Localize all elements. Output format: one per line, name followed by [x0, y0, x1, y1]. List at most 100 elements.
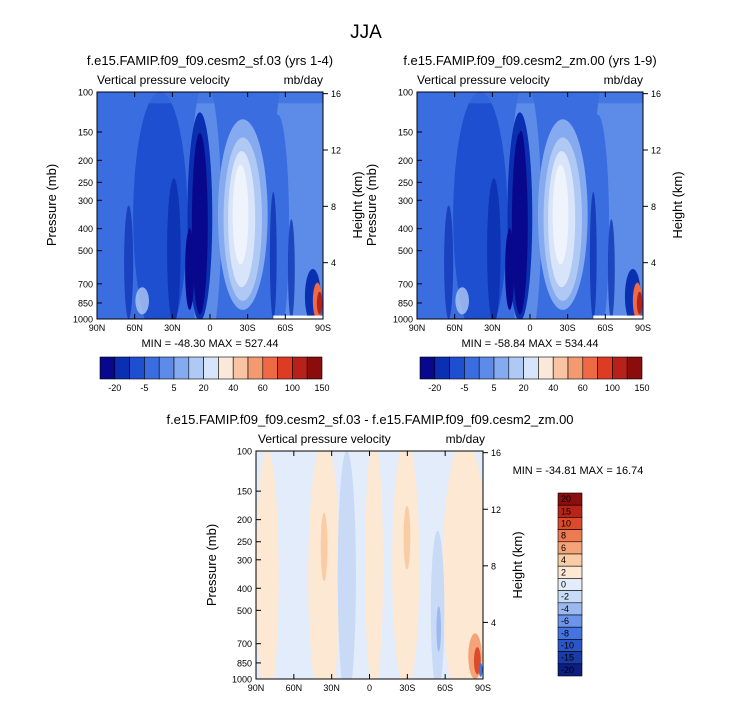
panel-b-field: [417, 92, 643, 319]
x-tick-label: 60N: [446, 323, 463, 333]
colorbar-swatch: [538, 356, 554, 380]
colorbar-swatch: [626, 356, 643, 380]
nh-polar-column: [124, 205, 134, 319]
y2-tick-label: 8: [331, 202, 336, 212]
y-tick-label: 100: [237, 447, 252, 457]
itcz-ascent-lower: [505, 228, 515, 310]
x-tick-label: 30N: [484, 323, 501, 333]
sh-mid-lat-region: [586, 114, 610, 319]
colorbar-swatch: [478, 356, 495, 380]
low-level-subsidence: [135, 287, 149, 315]
surface-mask: [273, 315, 323, 319]
colorbar-label: -15: [561, 653, 574, 663]
colorbar-label: 100: [605, 383, 620, 393]
y2-tick-label: 4: [491, 618, 496, 628]
y-tick-label: 300: [237, 555, 252, 565]
y-tick-label: 150: [237, 487, 252, 497]
upper-level-band: [417, 92, 643, 104]
colorbar-swatch: [508, 356, 524, 380]
colorbar-label: 10: [561, 519, 571, 529]
panel-b-right-string: mb/day: [604, 73, 643, 87]
colorbar-label: 0: [561, 580, 566, 590]
colorbar-label: -10: [561, 641, 574, 651]
colorbar-swatch: [523, 356, 539, 380]
panel-b-left-string: Vertical pressure velocity: [417, 73, 550, 87]
low-level-subsidence: [455, 287, 469, 315]
y-tick-label: 400: [237, 584, 252, 594]
x-tick-label: 30S: [399, 683, 415, 693]
panel-a-title: f.e15.FAMIP.f09_f09.cesm2_sf.03 (yrs 1-4…: [87, 53, 333, 68]
y2-tick-label: 8: [491, 561, 496, 571]
colorbar-label: 20: [519, 383, 529, 393]
antarctic-descent-core: [316, 291, 323, 315]
panel-a-right-string: mb/day: [284, 73, 323, 87]
panel-a-field: [97, 92, 323, 319]
colorbar-swatch: [262, 356, 278, 380]
y2-tick-label: 16: [331, 89, 341, 99]
y-tick-label: 200: [398, 156, 413, 166]
x-tick-label: 60N: [286, 683, 303, 693]
panel-b-title: f.e15.FAMIP.f09_f09.cesm2_zm.00 (yrs 1-9…: [403, 53, 656, 68]
colorbar-swatch: [306, 356, 323, 380]
colorbar-label: 60: [578, 383, 588, 393]
y-tick-label: 300: [398, 196, 413, 206]
positive-anomaly-core: [320, 512, 328, 581]
panel-a-ylabel: Pressure (mb): [44, 164, 59, 246]
y-tick-label: 700: [398, 279, 413, 289]
y2-tick-label: 12: [491, 505, 501, 515]
positive-anomaly-region: [364, 451, 384, 679]
colorbar-label: -8: [561, 628, 569, 638]
nh-high-lat-region: [417, 92, 467, 319]
colorbar-label: -5: [140, 383, 148, 393]
y-tick-label: 250: [78, 178, 93, 188]
x-tick-label: 60S: [437, 683, 453, 693]
y-tick-label: 850: [78, 298, 93, 308]
panel-c-min-max: MIN = -34.81 MAX = 16.74: [513, 465, 644, 477]
nh-high-lat-region: [97, 92, 147, 319]
negative-anomaly-core: [436, 606, 442, 652]
y-tick-label: 850: [237, 658, 252, 668]
panel-c: f.e15.FAMIP.f09_f09.cesm2_sf.03 - f.e15.…: [166, 412, 644, 694]
y-tick-label: 150: [78, 127, 93, 137]
y2-tick-label: 4: [331, 258, 336, 268]
y-tick-label: 250: [237, 537, 252, 547]
subsidence-core: [232, 164, 249, 265]
colorbar-swatch: [114, 356, 130, 380]
colorbar-label: 15: [561, 506, 571, 516]
panel-b-y2label: Height (km): [670, 171, 685, 238]
sh-storm-track-column: [589, 191, 597, 319]
y-tick-label: 850: [398, 298, 413, 308]
y-tick-label: 500: [78, 246, 93, 256]
colorbar-swatch: [419, 356, 436, 380]
y-tick-label: 300: [78, 196, 93, 206]
y2-tick-label: 12: [651, 145, 661, 155]
panel-c-field: [256, 451, 483, 679]
itcz-ascent-core: [191, 132, 208, 315]
colorbar-swatch: [99, 356, 116, 380]
positive-anomaly-core: [403, 505, 411, 570]
y-tick-label: 250: [398, 178, 413, 188]
x-tick-label: 90S: [635, 323, 651, 333]
y-tick-label: 700: [237, 639, 252, 649]
colorbar-swatch: [449, 356, 465, 380]
panel-a-colorbar: -20 -5 5 20 40 60 100 150: [99, 356, 330, 393]
colorbar-label: 100: [285, 383, 300, 393]
x-tick-label: 90N: [409, 323, 426, 333]
colorbar-label: 6: [561, 543, 566, 553]
colorbar-label: -2: [561, 592, 569, 602]
colorbar-label: -4: [561, 604, 569, 614]
y2-tick-label: 8: [651, 202, 656, 212]
colorbar-swatch: [218, 356, 234, 380]
panel-c-title: f.e15.FAMIP.f09_f09.cesm2_sf.03 - f.e15.…: [166, 412, 573, 427]
sh-storm-track-column-2: [607, 219, 615, 319]
nh-storm-track-column: [167, 178, 181, 319]
x-tick-label: 0: [527, 323, 532, 333]
colorbar-swatch: [277, 356, 293, 380]
colorbar-swatch: [247, 356, 264, 380]
x-tick-label: 90S: [475, 683, 491, 693]
antarctic-descent-core: [636, 291, 643, 315]
panel-a-min-max: MIN = -48.30 MAX = 527.44: [142, 338, 279, 350]
